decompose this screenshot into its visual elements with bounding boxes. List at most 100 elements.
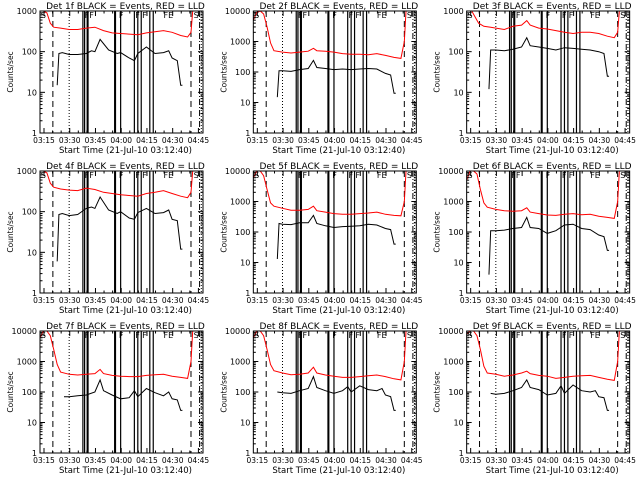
x-tick-label: 04:00 [537, 296, 559, 305]
series-line-events [488, 36, 610, 90]
x-tick-label: 04:30 [375, 136, 397, 145]
marker-label: F [349, 331, 354, 340]
marker-label: S [620, 331, 625, 340]
y-tick-label: 100 [235, 388, 250, 397]
chart-panel-6: SFFFFFFES11010010001000003:1503:3003:450… [433, 162, 636, 316]
y-tick-label: 10000 [12, 327, 37, 336]
x-tick-label: 04:15 [349, 136, 371, 145]
y-tick-label: 1 [459, 129, 464, 138]
chart-title: Det 8f BLACK = Events, RED = LLD [259, 322, 418, 332]
plot-frame [466, 330, 631, 454]
series-line-lld [40, 171, 194, 199]
marker-label: S [468, 331, 473, 340]
y-axis-label: Counts/sec [433, 211, 442, 252]
marker-label: S [407, 171, 412, 180]
x-tick-label: 03:15 [460, 136, 482, 145]
x-tick-label: 04:15 [563, 136, 585, 145]
x-tick-label: 03:30 [59, 296, 81, 305]
y-tick-label: 1000 [17, 167, 37, 176]
y-axis-label: Counts/sec [6, 51, 15, 92]
marker-label: F [562, 171, 567, 180]
x-tick-label: 04:45 [401, 136, 423, 145]
marker-label: FE [590, 11, 600, 20]
chart-title: Det 5f BLACK = Events, RED = LLD [259, 162, 418, 172]
series-group [253, 171, 410, 260]
y-tick-label: 100 [22, 48, 37, 57]
x-tick-label: 03:15 [33, 456, 55, 465]
chart-panel-9: SFFFFFFES11010010001000003:1503:3003:450… [433, 322, 636, 476]
marker-lines [265, 11, 416, 133]
marker-label: S [620, 11, 625, 20]
y-tick-label: 1000 [17, 7, 37, 16]
marker-label: F [135, 171, 140, 180]
marker-label: S [194, 11, 199, 20]
marker-label: FE [377, 331, 387, 340]
x-tick-label: 03:30 [272, 456, 294, 465]
x-tick-label: 03:45 [85, 456, 107, 465]
x-tick-label: 03:30 [486, 296, 508, 305]
x-tick-label: 04:45 [188, 456, 210, 465]
x-tick-label: 03:15 [247, 456, 269, 465]
marker-lines [265, 331, 416, 453]
x-tick-label: 03:45 [511, 296, 533, 305]
x-tick-label: 03:30 [486, 456, 508, 465]
series-line-lld [40, 331, 197, 379]
marker-lines [52, 171, 202, 293]
y-tick-label: 1000 [230, 358, 250, 367]
marker-lines [52, 331, 202, 453]
x-tick-label: 04:00 [324, 456, 346, 465]
marker-label: S [620, 171, 625, 180]
y-axis-label: Counts/sec [6, 211, 15, 252]
chart-title: Det 9f BLACK = Events, RED = LLD [473, 322, 632, 332]
y-tick-label: 1 [245, 129, 250, 138]
y-tick-label: 10 [27, 88, 37, 97]
marker-lines [479, 171, 629, 293]
y-tick-label: 10000 [225, 327, 250, 336]
series-line-events [277, 375, 396, 411]
y-tick-label: 1000 [443, 198, 463, 207]
chart-panel-8: SFFFFFFES11010010001000003:1503:3003:450… [219, 322, 422, 476]
y-tick-label: 10000 [438, 167, 463, 176]
y-tick-label: 10 [240, 99, 250, 108]
y-tick-label: 1000 [230, 38, 250, 47]
x-axis-label: Start Time (21-Jul-10 03:12:40) [272, 146, 405, 156]
chart-title: Det 6f BLACK = Events, RED = LLD [473, 162, 632, 172]
series-line-events [56, 38, 183, 86]
y-tick-label: 1000 [443, 7, 463, 16]
y-tick-label: 1000 [17, 358, 37, 367]
y-tick-label: 100 [448, 388, 463, 397]
series-group [40, 331, 197, 411]
chart-title: Det 1f BLACK = Events, RED = LLD [46, 2, 205, 12]
x-tick-label: 04:45 [188, 296, 210, 305]
y-tick-label: 100 [448, 48, 463, 57]
x-tick-label: 04:30 [375, 456, 397, 465]
marker-label: F [349, 11, 354, 20]
marker-label: FF [85, 171, 95, 180]
marker-label: F [142, 11, 147, 20]
chart-panel-4: SFFFFFFES110100100003:1503:3003:4504:000… [6, 162, 209, 316]
y-tick-label: 1 [32, 289, 37, 298]
y-tick-label: 100 [235, 228, 250, 237]
y-axis-label: Counts/sec [219, 51, 228, 92]
marker-label: FF [511, 11, 521, 20]
marker-label: F [135, 331, 140, 340]
y-tick-label: 10 [27, 419, 37, 428]
plot-frame [252, 10, 417, 134]
marker-label: FE [377, 171, 387, 180]
series-line-lld [253, 11, 410, 59]
chart-title: Det 7f BLACK = Events, RED = LLD [46, 322, 205, 332]
series-line-lld [253, 171, 410, 217]
marker-label: FE [377, 11, 387, 20]
chart-panel-5: SFFFFFFES11010010001000003:1503:3003:450… [219, 162, 422, 316]
x-tick-label: 03:45 [298, 296, 320, 305]
x-axis-label: Start Time (21-Jul-10 03:12:40) [59, 466, 192, 476]
x-tick-label: 04:30 [375, 296, 397, 305]
y-tick-label: 10 [240, 419, 250, 428]
marker-label: F [355, 171, 360, 180]
x-tick-label: 03:30 [486, 136, 508, 145]
x-tick-label: 03:30 [59, 136, 81, 145]
y-tick-label: 10000 [225, 167, 250, 176]
y-tick-label: 10000 [225, 7, 250, 16]
series-group [253, 331, 410, 411]
marker-label: FE [164, 11, 174, 20]
